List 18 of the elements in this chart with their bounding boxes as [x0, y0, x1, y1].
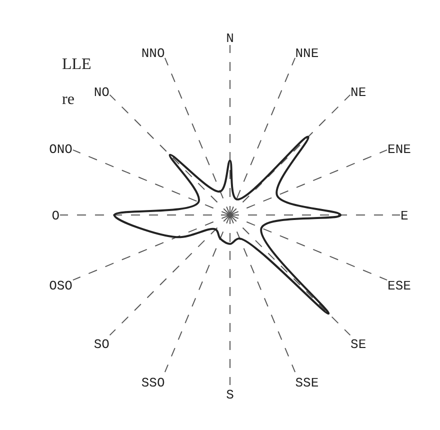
spoke-label: ENE [388, 142, 412, 157]
spoke-label: S [226, 388, 234, 402]
spoke-label: O [52, 208, 60, 224]
text: re [62, 91, 74, 108]
spoke-label: SE [350, 336, 366, 352]
spoke-label: ESE [388, 278, 412, 294]
spoke-label: OSO [49, 278, 73, 294]
spoke-label: E [400, 208, 408, 224]
spoke-label: N [226, 30, 234, 46]
spoke-label: NE [350, 84, 366, 100]
spoke-label: SSO [141, 375, 165, 390]
spoke-label: ONO [49, 142, 73, 157]
spoke-label: NO [94, 84, 110, 100]
spoke-label: SO [94, 336, 110, 352]
spoke-label: SSE [295, 375, 319, 390]
text: LLE [62, 56, 92, 73]
spoke-label: NNE [295, 46, 319, 61]
spoke-label: NNO [141, 46, 165, 61]
